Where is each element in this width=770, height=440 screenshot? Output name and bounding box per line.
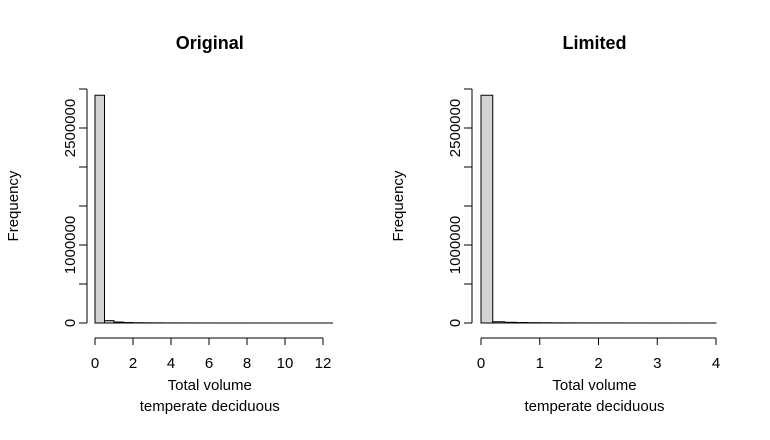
- x-axis-label: temperate deciduous: [140, 398, 280, 415]
- bar: [113, 321, 124, 324]
- x-tick-label: 6: [205, 355, 213, 372]
- x-tick-label: 12: [315, 355, 332, 372]
- bar: [94, 94, 105, 324]
- y-tick-label: 1000000: [447, 216, 464, 274]
- chart-title: Limited: [562, 33, 626, 53]
- x-tick-label: 2: [594, 355, 602, 372]
- x-tick-label: 3: [653, 355, 661, 372]
- x-tick-label: 2: [129, 355, 137, 372]
- x-tick-label: 0: [477, 355, 485, 372]
- x-axis-label: temperate deciduous: [524, 398, 664, 415]
- chart-title: Original: [176, 33, 244, 53]
- y-tick-label: 0: [62, 319, 79, 327]
- x-tick-label: 0: [91, 355, 99, 372]
- x-tick-label: 4: [712, 355, 720, 372]
- bar: [480, 94, 494, 324]
- bar: [504, 321, 517, 324]
- x-axis-label: Total volume: [552, 377, 636, 394]
- y-tick-label: 2500000: [447, 99, 464, 157]
- x-tick-label: 8: [243, 355, 251, 372]
- x-tick-label: 10: [277, 355, 294, 372]
- x-axis-label: Total volume: [168, 377, 252, 394]
- x-tick-label: 1: [536, 355, 544, 372]
- y-tick-label: 0: [447, 319, 464, 327]
- y-tick-label: 2500000: [62, 99, 79, 157]
- y-tick-label: 1000000: [62, 216, 79, 274]
- y-axis-label: Frequency: [390, 170, 407, 241]
- bar: [104, 320, 115, 324]
- x-tick-label: 4: [167, 355, 175, 372]
- y-axis-label: Frequency: [5, 170, 22, 241]
- bar: [492, 321, 505, 324]
